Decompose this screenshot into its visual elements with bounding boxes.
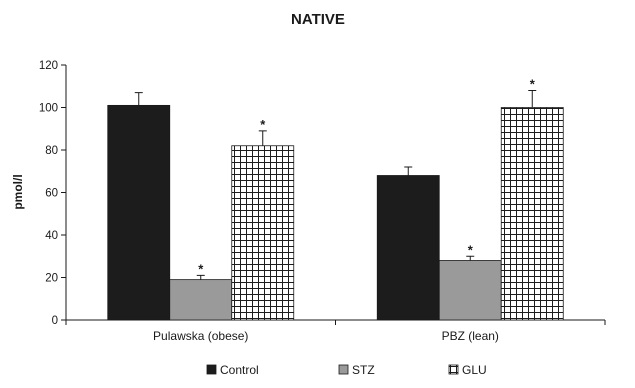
- x-category-label: PBZ (lean): [442, 329, 499, 343]
- y-tick-label: 20: [45, 273, 58, 285]
- y-tick-label: 80: [45, 145, 58, 157]
- legend: Control STZ GLU: [206, 363, 487, 377]
- bar-stz: [438, 260, 502, 321]
- significance-marker: *: [260, 117, 266, 132]
- bar-control: [107, 104, 171, 321]
- y-tick-label: 0: [52, 315, 58, 327]
- bar-glu: [500, 107, 564, 321]
- significance-marker: *: [198, 261, 204, 276]
- legend-swatch-control: [206, 364, 217, 375]
- y-axis-label: pmol/l: [11, 174, 25, 209]
- plot-area: 0 20 40 60 80 100 120 * * Pulawska (obese) * * PBZ (…: [39, 60, 606, 343]
- legend-label-stz: STZ: [352, 363, 375, 377]
- significance-marker: *: [468, 242, 474, 257]
- legend-swatch-glu: [448, 364, 459, 375]
- y-tick-label: 100: [39, 103, 58, 115]
- bar-stz: [169, 279, 233, 321]
- significance-marker: *: [530, 77, 536, 92]
- chart-title: NATIVE: [291, 11, 345, 28]
- y-tick-label: 40: [45, 230, 58, 242]
- bar-control: [376, 175, 440, 321]
- legend-label-control: Control: [220, 363, 259, 377]
- bar-glu: [231, 145, 295, 321]
- legend-label-glu: GLU: [462, 363, 487, 377]
- y-tick-label: 120: [39, 60, 58, 72]
- y-tick-label: 60: [45, 188, 58, 200]
- x-category-label: Pulawska (obese): [153, 329, 248, 343]
- legend-swatch-stz: [338, 364, 349, 375]
